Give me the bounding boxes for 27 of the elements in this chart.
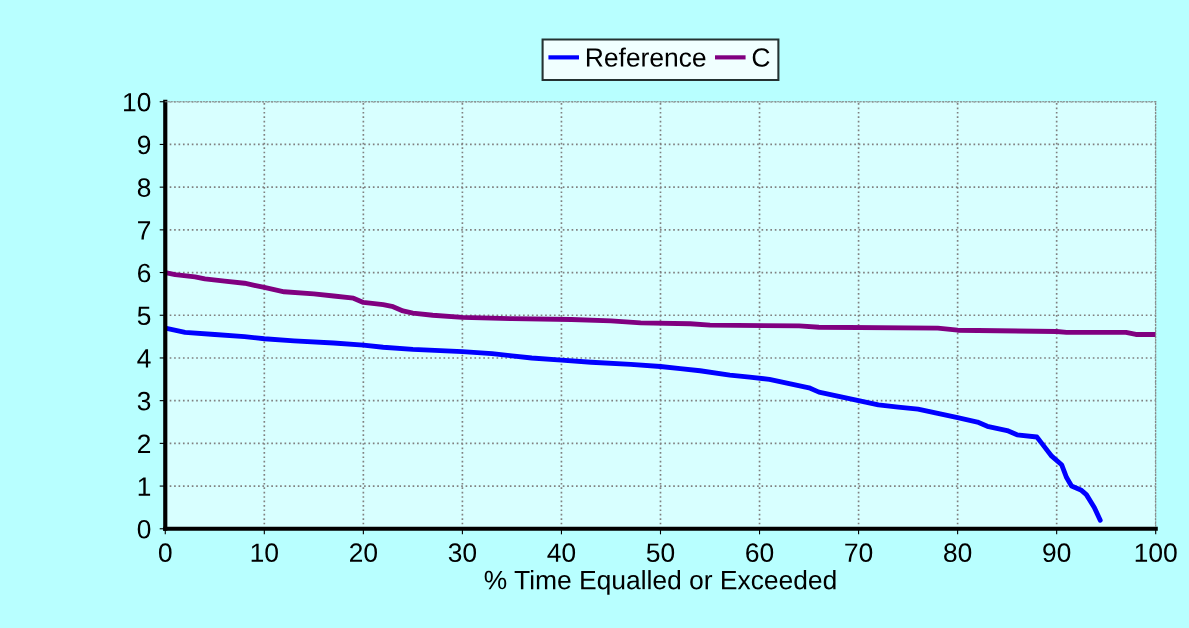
x-tick-label: 40 (547, 543, 576, 563)
x-tick-label: 50 (646, 543, 675, 563)
y-tick-label: 2 (138, 434, 151, 453)
line-series (165, 270, 1156, 337)
x-tick-label: 20 (350, 543, 377, 563)
x-tick-label: 10 (251, 543, 278, 563)
y-tick-label: 4 (137, 349, 151, 368)
x-tick-label: 80 (944, 543, 972, 563)
x-tick-label: 30 (448, 543, 477, 563)
x-tick-label: 100 (1135, 543, 1177, 563)
x-tick-label: 70 (845, 543, 873, 563)
legend-label: Reference (586, 47, 706, 67)
y-tick-label: 0 (137, 519, 151, 539)
y-tick-label: 1 (138, 477, 151, 496)
y-tick-label: 7 (138, 221, 151, 240)
x-axis-title: % Time Equalled or Exceeded (484, 570, 836, 595)
legend-label: C (752, 48, 770, 67)
y-tick-label: 9 (137, 135, 151, 155)
y-tick-label: 5 (137, 306, 151, 326)
y-tick-label: 6 (138, 263, 151, 283)
x-tick-label: 90 (1043, 543, 1071, 563)
y-tick-label: 8 (137, 178, 151, 197)
y-tick-label: 3 (137, 391, 151, 411)
x-tick-label: 60 (746, 543, 774, 563)
y-tick-label: 10 (124, 92, 151, 112)
line-series (165, 325, 1103, 523)
x-tick-label: 0 (158, 543, 172, 563)
